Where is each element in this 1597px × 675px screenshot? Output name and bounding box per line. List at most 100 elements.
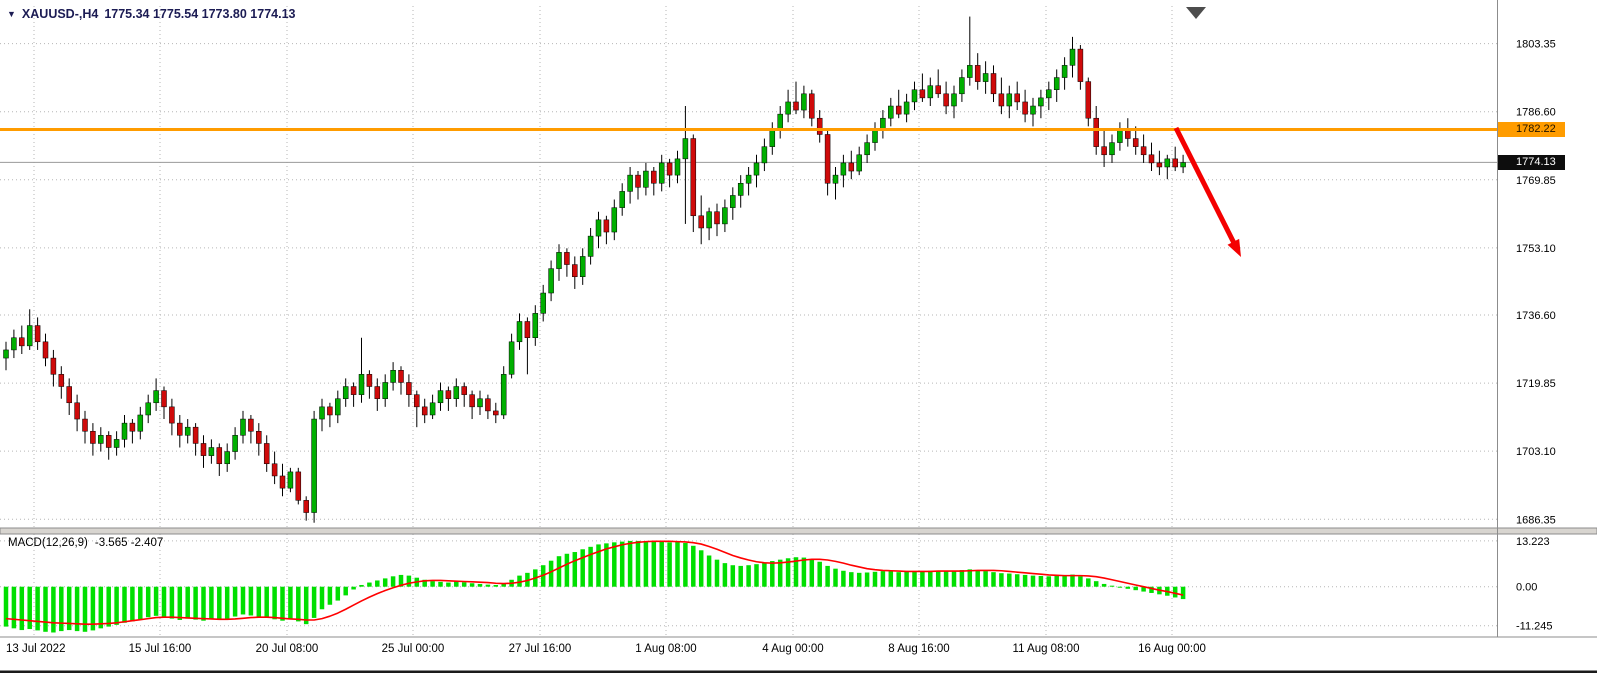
macd-histogram-bar (983, 571, 988, 587)
macd-histogram-bar (943, 571, 949, 587)
candle-body (240, 418, 246, 436)
time-axis-label: 11 Aug 08:00 (1013, 643, 1080, 655)
macd-histogram-bar (138, 586, 143, 620)
candle-body (927, 85, 934, 99)
candle-body (19, 337, 25, 347)
candle-body (1061, 65, 1068, 78)
macd-histogram-bar (706, 555, 712, 587)
time-axis-label: 25 Jul 00:00 (382, 643, 445, 655)
candle-body (785, 101, 791, 115)
candle-body (1022, 101, 1028, 115)
candle-body (627, 174, 633, 192)
macd-histogram-bar (801, 557, 807, 587)
macd-histogram-bar (469, 583, 475, 587)
time-axis-label: 8 Aug 16:00 (888, 643, 949, 655)
candle-body (690, 138, 697, 217)
candle-body (1077, 48, 1084, 82)
candle-body (342, 386, 349, 399)
candle-body (461, 386, 467, 395)
macd-histogram-bar (161, 586, 167, 618)
arrow-shaft (1173, 126, 1239, 250)
candle-body (129, 422, 136, 432)
pane-splitter[interactable] (0, 527, 1597, 535)
candle-body (959, 77, 965, 95)
candle-body (121, 422, 128, 440)
candle-body (366, 374, 373, 387)
price-axis-label: 1786.60 (1516, 107, 1556, 119)
candle-body (508, 341, 515, 375)
price-axis-label: 1803.35 (1516, 39, 1556, 51)
candle-body (643, 170, 649, 188)
candle-body (840, 162, 847, 176)
candle-body (1164, 158, 1171, 168)
chart-shift-marker[interactable] (1186, 7, 1206, 19)
candle-body (1093, 117, 1099, 147)
candle-body (90, 430, 96, 444)
candle-body (1014, 93, 1020, 103)
macd-histogram-bar (98, 586, 104, 629)
candle-body (469, 394, 475, 408)
time-axis-label: 1 Aug 08:00 (635, 643, 696, 655)
candles (3, 16, 1186, 523)
macd-signal-line (5, 540, 1184, 625)
macd-histogram-bar (1038, 575, 1044, 587)
macd-histogram-bar (572, 552, 578, 587)
time-axis-label: 16 Aug 00:00 (1138, 643, 1206, 655)
candle-body (1148, 154, 1155, 164)
candle-body (824, 134, 831, 184)
macd-histogram-bar (454, 581, 459, 587)
price-axis-label: 1719.85 (1516, 378, 1556, 390)
candle-body (816, 117, 823, 135)
macd-histogram-bar (580, 549, 585, 587)
macd-histogram-bar (264, 586, 269, 618)
candle-body (532, 313, 539, 338)
macd-histogram-bar (722, 563, 728, 587)
macd-histogram-bar (754, 564, 759, 587)
macd-histogram-bar (201, 586, 206, 621)
macd-histogram-bar (114, 586, 119, 625)
candle-body (722, 207, 728, 225)
candle-body (382, 382, 388, 399)
candle-body (390, 370, 396, 383)
candle-body (990, 73, 997, 95)
macd-histogram-bar (809, 558, 815, 587)
macd-histogram-bar (714, 559, 720, 587)
macd-histogram-bar (1117, 586, 1123, 588)
time-axis-label: 15 Jul 16:00 (129, 643, 192, 655)
candle-body (1101, 146, 1107, 156)
macd-histogram-bar (1030, 575, 1036, 587)
macd-histogram-bar (785, 558, 791, 587)
macd-histogram-bar (817, 561, 822, 587)
candle-body (66, 386, 72, 404)
macd-histogram-bar (19, 586, 25, 631)
candle-body (587, 235, 594, 257)
candle-body (1069, 48, 1076, 66)
arrow-object[interactable] (1173, 126, 1241, 257)
price-axis-label: 1769.85 (1516, 175, 1556, 187)
candle-body (998, 93, 1005, 107)
time-axis[interactable]: 13 Jul 2022 15 Jul 16:00 20 Jul 08:00 25 Ju… (6, 643, 1206, 655)
candle-body (1180, 162, 1186, 168)
indicator-name: MACD(12,26,9) (8, 537, 88, 549)
candle-body (682, 138, 689, 160)
candle-body (1006, 93, 1013, 107)
macd-histogram-bar (145, 586, 151, 618)
candle-body (350, 386, 357, 395)
candle-body (319, 406, 325, 420)
symbol-dropdown-icon[interactable]: ▼ (7, 9, 16, 19)
price-axis[interactable]: 1803.35 1786.60 1769.85 1753.10 1736.60 1719.… (1516, 39, 1556, 633)
candle-body (327, 406, 333, 416)
price-axis-label: 1686.35 (1516, 514, 1556, 526)
macd-histogram-bar (856, 572, 862, 587)
candle-body (579, 256, 586, 278)
macd-histogram-bar (1078, 576, 1083, 587)
macd-histogram-bar (904, 571, 909, 587)
candle-body (619, 191, 625, 208)
candle-body (753, 162, 760, 176)
macd-histogram-bar (177, 586, 183, 621)
macd-histogram-bar (311, 586, 317, 618)
indicator-values: -3.565 -2.407 (94, 537, 164, 549)
macd-histogram-bar (430, 581, 435, 587)
